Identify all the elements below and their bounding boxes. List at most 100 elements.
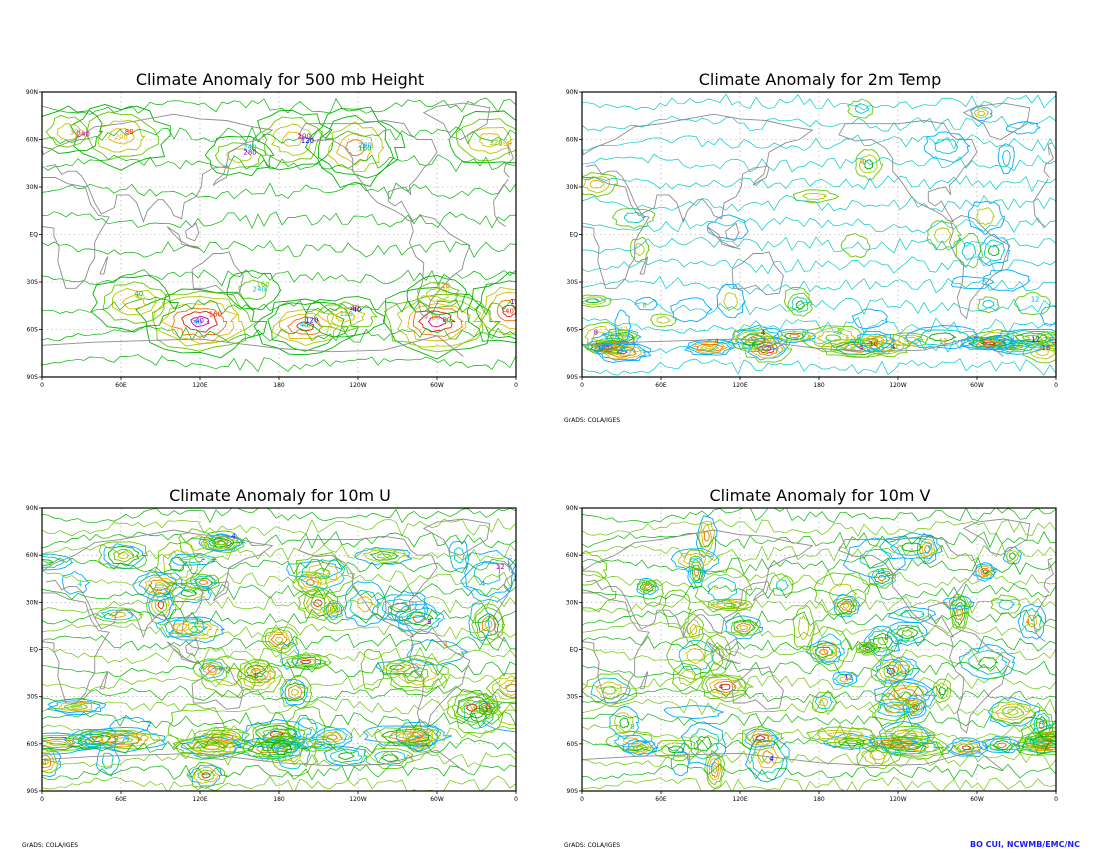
contour-line-150: [868, 697, 919, 722]
contour-label: 120: [305, 317, 318, 325]
contour-line-101: [414, 739, 429, 748]
contour-line-71: [1037, 333, 1056, 350]
contour-line-32: [955, 604, 964, 621]
coastlines: [582, 518, 1054, 771]
contour-line-121: [642, 579, 665, 607]
contour-label: 120: [437, 282, 450, 290]
contour-line-24: [877, 637, 889, 646]
contour-line-30: [90, 274, 179, 333]
contour-line-4: [171, 307, 228, 338]
contour-label: 40: [136, 293, 145, 301]
contour-line-127: [585, 298, 601, 304]
contour-line-71: [42, 354, 516, 373]
contour-line-100: [969, 105, 993, 122]
contour-line-90: [614, 333, 630, 341]
contour-field: 4 8 4 12 8 4 8 4 12 8 4 12 8 4: [582, 508, 1056, 791]
contour-label: 12: [1031, 296, 1040, 304]
coastline-11: [99, 671, 109, 690]
contour-line-213: [805, 726, 876, 743]
contour-line-33: [121, 295, 146, 310]
coastline-1: [582, 592, 1049, 704]
contour-line-132: [270, 633, 289, 646]
contour-line-221: [305, 738, 333, 750]
contour-line-125: [836, 598, 856, 614]
lon-tick-label: 0: [514, 796, 518, 803]
contour-line-61: [928, 332, 957, 342]
contour-line-102: [977, 110, 986, 116]
lat-tick-label: 30N: [566, 599, 578, 606]
contour-line-251: [259, 735, 305, 762]
contour-line-69: [775, 579, 789, 592]
lon-tick-label: 0: [514, 382, 518, 389]
coastline-7: [706, 641, 741, 665]
lon-tick-label: 60W: [970, 796, 984, 803]
contour-line-62: [861, 334, 912, 358]
contour-line-32: [112, 287, 158, 316]
contour-line-28: [326, 307, 366, 328]
contour-line-168: [201, 772, 211, 779]
contour-line-4: [42, 744, 62, 778]
contour-line-24: [176, 619, 219, 640]
contour-line-112: [190, 575, 219, 589]
contour-line-52: [616, 350, 629, 355]
contour-line-25: [501, 304, 516, 318]
contour-line-68: [456, 696, 488, 719]
contour-label: 40: [444, 318, 453, 326]
contour-label: 8: [254, 672, 258, 680]
contour-label: 16: [869, 340, 878, 348]
contour-line-129: [923, 131, 971, 163]
contour-label: 4: [714, 338, 719, 346]
contour-line-174: [842, 537, 907, 578]
contour-line-37: [108, 127, 135, 145]
contour-line-26: [188, 625, 206, 633]
contour-line-158: [344, 581, 387, 627]
contour-line-118: [280, 642, 300, 671]
contour-line-47: [594, 341, 652, 363]
lat-tick-label: 30N: [26, 599, 38, 606]
contour-line-80: [1003, 330, 1056, 345]
contour-line-124: [834, 596, 857, 616]
contour-label: 12: [1031, 335, 1040, 343]
contour-label: 4: [481, 580, 486, 588]
contour-line-8: [1017, 603, 1047, 640]
contour-line-242: [1037, 727, 1056, 743]
contour-line-119: [448, 540, 469, 571]
coastline-0: [582, 113, 1054, 224]
panel-10m-u: Climate Anomaly for 10m U 4 8 4 8 4 12 8 4 4 8 12 4…: [0, 486, 560, 850]
contour-line-15: [613, 712, 634, 733]
graticule: [42, 92, 516, 377]
contour-label: 120: [340, 310, 353, 318]
contour-line-138: [739, 624, 749, 630]
contour-line-180: [285, 655, 327, 669]
contour-line-82: [284, 681, 306, 702]
contour-label: 12: [876, 568, 885, 576]
contour-line-103: [155, 616, 209, 638]
contour-line-46: [344, 139, 366, 157]
contour-line-126: [582, 296, 607, 306]
contour-line-0: [460, 561, 516, 602]
contour-line-35: [962, 338, 1017, 350]
contour-line-155: [323, 745, 368, 767]
contour-line-55: [710, 642, 725, 665]
contour-line-66: [773, 328, 817, 344]
contour-line-134: [93, 606, 145, 624]
contour-line-147: [485, 672, 516, 704]
contour-line-171: [977, 565, 994, 578]
contour-line-47: [101, 752, 114, 770]
contour-line-194: [187, 535, 209, 551]
contour-line-176: [365, 747, 414, 770]
lat-tick-label: EQ: [569, 647, 578, 654]
contour-line-30: [951, 596, 969, 629]
contour-line-39: [714, 680, 737, 694]
contour-line-133: [982, 300, 995, 309]
coastline-8: [185, 637, 200, 657]
contour-line-97: [331, 607, 337, 613]
contour-line-215: [42, 732, 104, 755]
contour-line-218: [622, 737, 639, 745]
contour-line-28: [497, 709, 516, 726]
contour-line-97: [855, 149, 884, 181]
contour-line-164: [870, 653, 911, 688]
contour-line-101: [973, 108, 990, 119]
contour-line-86: [708, 757, 722, 781]
contour-line-122: [389, 658, 444, 689]
